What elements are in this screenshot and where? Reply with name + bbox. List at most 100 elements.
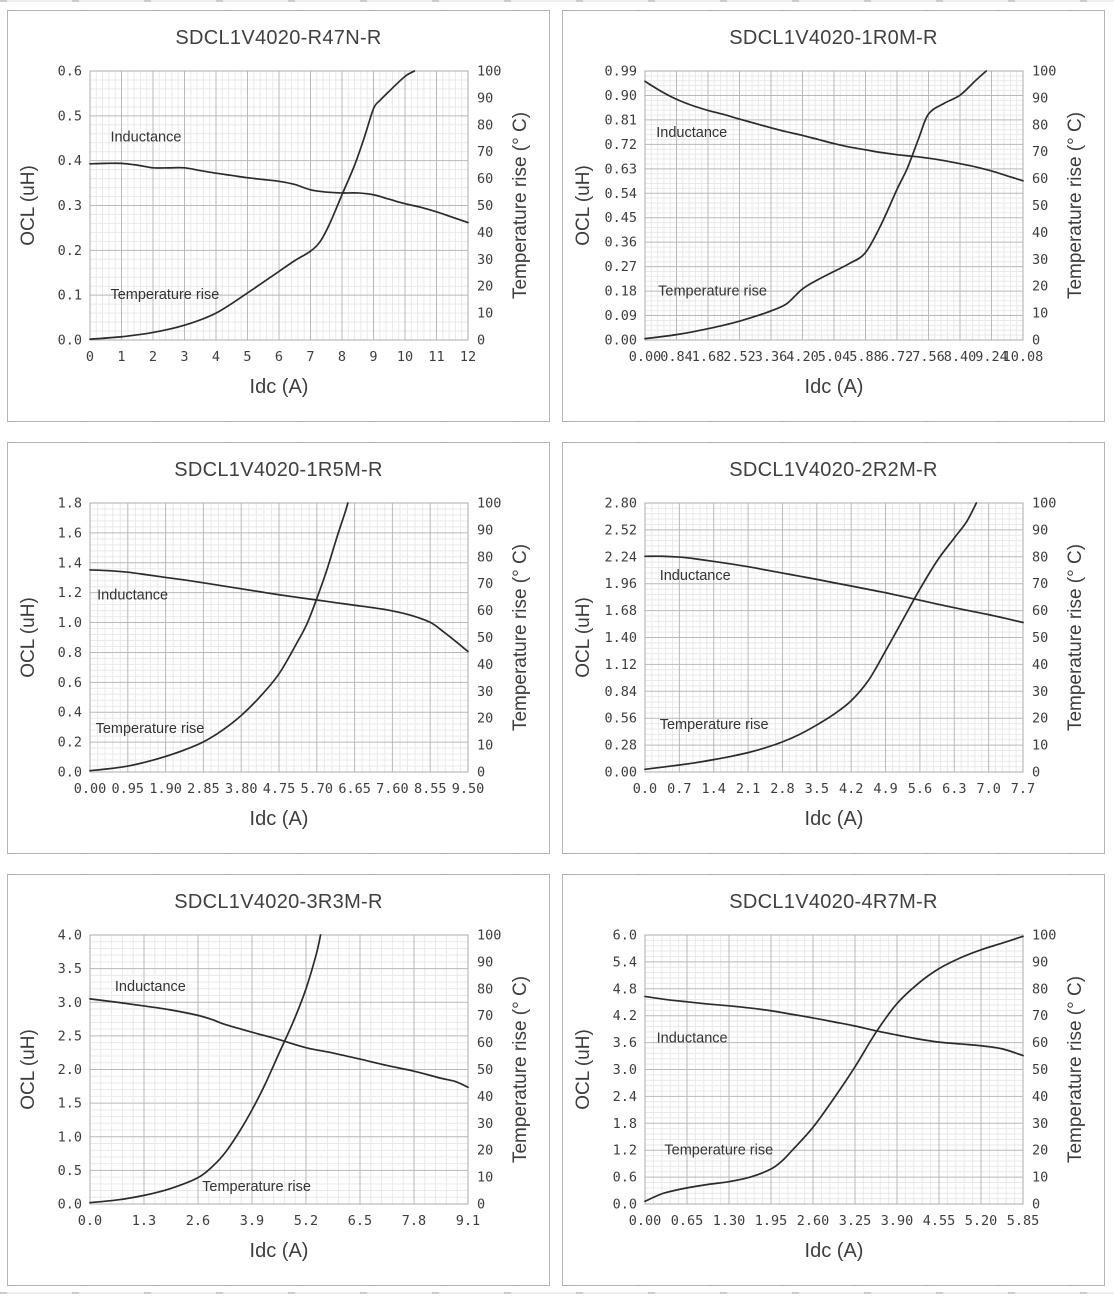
chart-panel-1r0m: SDCL1V4020-1R0M-R 0.00 0.84 1.68 2.52 3.36 4.… — [562, 10, 1105, 422]
x-tick-label: 4 — [212, 349, 220, 365]
y-right-tick-label: 0 — [1032, 1197, 1040, 1213]
y-right-tick-label: 70 — [1032, 144, 1048, 160]
y-left-tick-label: 1.2 — [58, 585, 82, 601]
y-right-tick-label: 70 — [477, 144, 493, 160]
y-left-tick-label: 1.0 — [58, 1129, 82, 1145]
y-left-tick-label: 0.36 — [604, 235, 637, 251]
chart-canvas: 0 1 2 3 4 5 6 7 8 9 10 11 120.00.10.20.30.40.50.6010… — [18, 64, 531, 399]
x-tick-label: 1.68 — [692, 349, 725, 365]
x-axis-label: Idc (A) — [805, 1240, 864, 1262]
plot-border — [89, 502, 469, 773]
x-tick-label: 10 — [397, 349, 413, 365]
x-tick-label: 3 — [180, 349, 188, 365]
x-tick-label: 1 — [117, 349, 125, 365]
y-right-tick-label: 10 — [1032, 1170, 1048, 1186]
x-tick-label: 3.90 — [881, 1213, 914, 1229]
grid-minor — [90, 935, 468, 1204]
y-left-tick-label: 0.2 — [58, 735, 82, 751]
chart-canvas: 0.0 0.7 1.4 2.1 2.8 3.5 4.2 4.9 5.6 6.3 7.0 7.7 0.00… — [573, 496, 1086, 831]
y-right-tick-label: 40 — [1032, 225, 1048, 241]
series-temperature-rise — [89, 70, 416, 341]
y-left-tick-label: 1.5 — [58, 1096, 82, 1112]
x-tick-label: 8 — [338, 349, 346, 365]
y-right-tick-label: 10 — [1032, 306, 1048, 322]
x-tick-label: 0.84 — [660, 349, 693, 365]
x-axis-label: Idc (A) — [250, 376, 309, 398]
y-right-tick-label: 80 — [1032, 549, 1048, 565]
x-tick-label: 3.80 — [225, 781, 258, 797]
x-tick-label: 0 — [86, 349, 94, 365]
y-left-axis-label: OCL (uH) — [18, 1029, 39, 1110]
chart-panel-r47n: SDCL1V4020-R47N-R 0 1 2 3 4 5 6 7 8 9 10 11 12 0.0 0.1… — [7, 10, 550, 422]
x-tick-label: 4.55 — [923, 1213, 956, 1229]
y-right-tick-label: 40 — [477, 225, 493, 241]
y-left-tick-label: 0.3 — [58, 198, 82, 214]
x-tick-label: 5.70 — [301, 781, 334, 797]
series-temperature-rise — [89, 934, 322, 1204]
y-left-tick-label: 0.5 — [58, 1163, 82, 1179]
y-left-tick-label: 1.8 — [58, 496, 82, 512]
x-tick-label: 1.90 — [149, 781, 182, 797]
y-left-tick-label: 0.99 — [604, 64, 637, 80]
y-right-tick-label: 10 — [477, 738, 493, 754]
chart-canvas: 0.00 0.65 1.30 1.95 2.60 3.25 3.90 4.55 5.20 5.85… — [573, 928, 1086, 1263]
y-right-tick-label: 50 — [1032, 198, 1048, 214]
y-left-tick-label: 0.4 — [58, 153, 82, 169]
x-tick-label: 5.85 — [1007, 1213, 1040, 1229]
y-left-tick-label: 0.72 — [604, 137, 637, 153]
series-inductance — [644, 80, 1024, 182]
series-label-inductance: Inductance — [657, 1031, 728, 1047]
chart-canvas: 0.0 1.3 2.6 3.9 5.2 6.5 7.8 9.1 0.0 0.5 1.0 1.5 2.0 2… — [18, 928, 531, 1263]
y-left-tick-label: 0.00 — [604, 333, 637, 349]
y-left-tick-label: 0.2 — [58, 243, 82, 259]
y-left-axis-label: OCL (uH) — [573, 597, 594, 678]
plot-border — [644, 934, 1024, 1205]
x-tick-label: 5.04 — [818, 349, 851, 365]
y-right-tick-label: 80 — [1032, 117, 1048, 133]
y-right-axis-label: Temperature rise (° C) — [510, 544, 531, 731]
y-right-tick-label: 10 — [1032, 738, 1048, 754]
y-right-tick-label: 40 — [477, 657, 493, 673]
y-left-tick-label: 1.12 — [604, 657, 637, 673]
y-left-tick-label: 0.09 — [604, 308, 637, 324]
chart-canvas: 0.000.841.682.523.364.205.045.886.727.56… — [573, 64, 1086, 399]
y-right-tick-label: 0 — [477, 1197, 485, 1213]
y-left-tick-label: 3.0 — [613, 1062, 637, 1078]
series-temperature-rise — [644, 935, 1024, 1203]
y-right-tick-label: 80 — [1032, 981, 1048, 997]
y-left-tick-label: 3.5 — [58, 961, 82, 977]
x-tick-label: 5.88 — [849, 349, 882, 365]
y-right-tick-label: 40 — [1032, 1089, 1048, 1105]
series-inductance — [89, 569, 469, 653]
series-inductance — [644, 995, 1024, 1057]
axis-tick-labels: 0 1 2 3 4 5 6 7 8 9 10 11 120.00.10.20.30.40.50.6010… — [58, 64, 502, 366]
axis-tick-labels: 0.00 0.65 1.30 1.95 2.60 3.25 3.90 4.55 5.20 5.85… — [613, 928, 1057, 1230]
x-tick-label: 9.1 — [456, 1213, 480, 1229]
y-right-tick-label: 80 — [477, 981, 493, 997]
x-tick-label: 3.36 — [755, 349, 788, 365]
x-tick-label: 4.20 — [786, 349, 819, 365]
y-left-tick-label: 0.5 — [58, 108, 82, 124]
y-left-tick-label: 1.40 — [604, 630, 637, 646]
chart-canvas: 0.00 0.95 1.90 2.85 3.80 4.75 5.70 6.65 7.60 8.55… — [18, 496, 531, 831]
y-left-tick-label: 0.18 — [604, 284, 637, 300]
y-right-tick-label: 50 — [477, 198, 493, 214]
y-left-axis-label: OCL (uH) — [573, 165, 594, 246]
y-right-tick-label: 0 — [477, 765, 485, 781]
x-tick-label: 1.30 — [713, 1213, 746, 1229]
y-right-tick-label: 50 — [1032, 630, 1048, 646]
chart-panel-3r3m: SDCL1V4020-3R3M-R 0.0 1.3 2.6 3.9 5.2 6.5 7.8 9… — [7, 874, 550, 1286]
chart-panel-2r2m: SDCL1V4020-2R2M-R 0.0 0.7 1.4 2.1 2.8 3.5 4.2 4… — [562, 442, 1105, 854]
y-right-tick-label: 60 — [477, 603, 493, 619]
y-left-tick-label: 5.4 — [613, 954, 637, 970]
x-axis-label: Idc (A) — [250, 808, 309, 830]
series-label-temperature-rise: Temperature rise — [96, 721, 205, 737]
series-label-temperature-rise: Temperature rise — [664, 1143, 773, 1159]
x-tick-label: 6.3 — [942, 781, 966, 797]
x-tick-label: 2.6 — [186, 1213, 210, 1229]
y-left-tick-label: 4.0 — [58, 928, 82, 944]
y-right-tick-label: 30 — [477, 252, 493, 268]
y-left-tick-label: 0.6 — [58, 64, 82, 80]
y-right-tick-label: 0 — [477, 333, 485, 349]
y-right-tick-label: 70 — [477, 1008, 493, 1024]
